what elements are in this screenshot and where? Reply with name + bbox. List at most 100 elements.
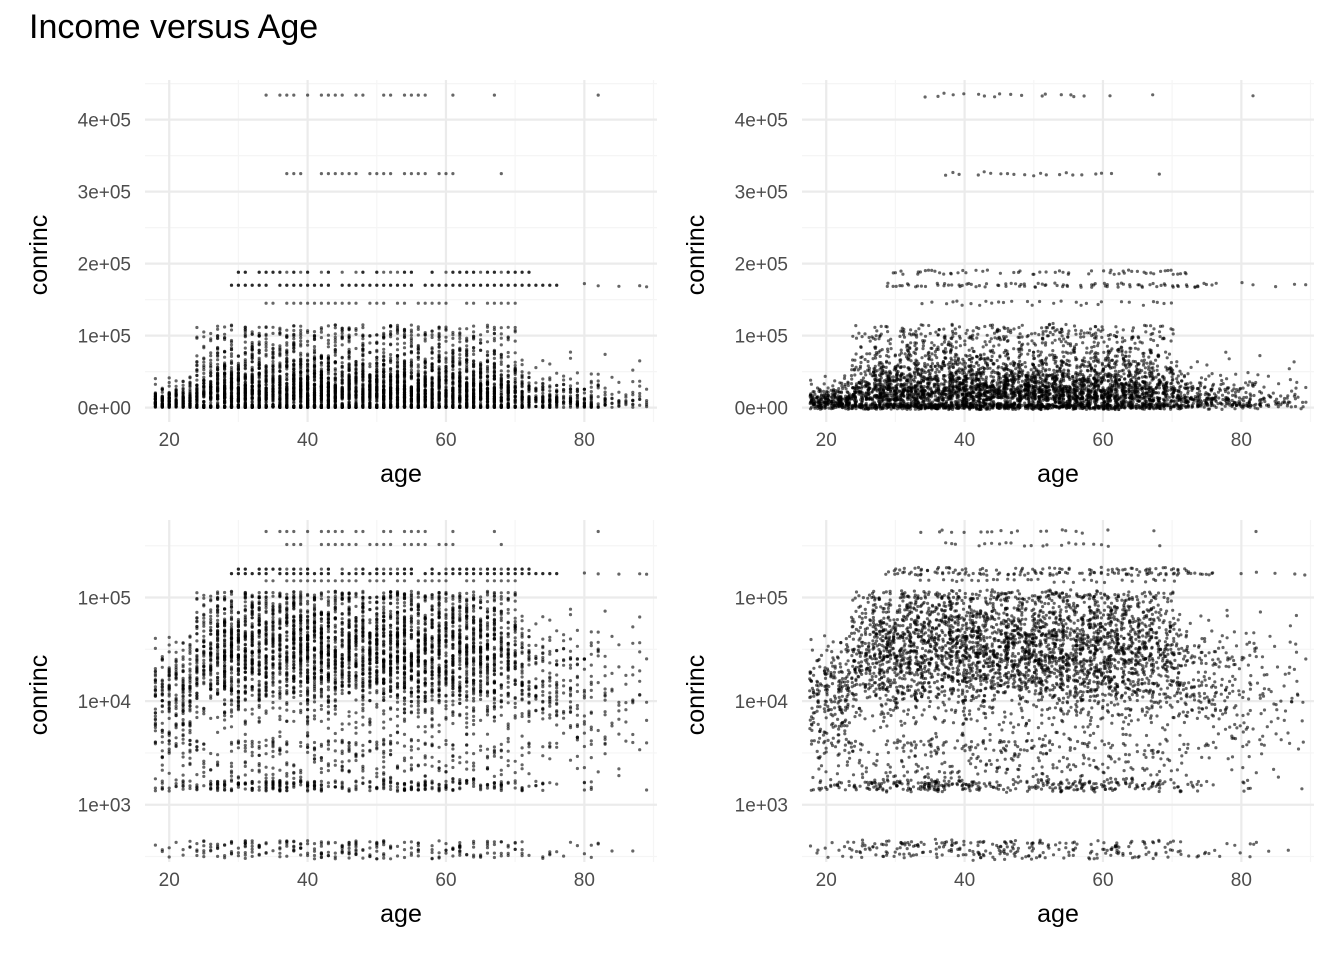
data-point — [265, 383, 268, 386]
data-point — [341, 404, 344, 407]
data-point — [417, 94, 420, 97]
data-point — [617, 391, 620, 394]
data-point — [334, 361, 337, 364]
data-point — [382, 348, 385, 351]
data-point — [285, 404, 288, 407]
data-point — [645, 401, 648, 404]
data-point — [645, 388, 648, 391]
data-point — [368, 388, 371, 391]
data-point — [258, 364, 261, 367]
data-point — [258, 374, 261, 377]
data-point — [216, 328, 219, 331]
data-point — [541, 405, 544, 408]
data-point — [285, 382, 288, 385]
data-point — [244, 347, 247, 350]
data-point — [417, 388, 420, 391]
data-point — [292, 378, 295, 381]
data-point — [223, 368, 226, 371]
data-point — [334, 354, 337, 357]
data-point — [327, 271, 330, 274]
data-point — [313, 284, 316, 287]
data-point — [341, 172, 344, 175]
data-point — [617, 405, 620, 408]
data-point — [382, 370, 385, 373]
data-point — [514, 377, 517, 380]
data-point — [410, 345, 413, 348]
data-point — [375, 271, 378, 274]
data-point — [334, 94, 337, 97]
data-point — [583, 405, 586, 408]
data-point — [493, 392, 496, 395]
data-point — [230, 343, 233, 346]
data-point — [278, 384, 281, 387]
data-point — [299, 383, 302, 386]
data-point — [576, 382, 579, 385]
data-point — [396, 392, 399, 395]
data-point — [458, 357, 461, 360]
data-point — [320, 361, 323, 364]
data-point — [458, 376, 461, 379]
data-point — [500, 379, 503, 382]
data-point — [472, 325, 475, 328]
data-point — [610, 402, 613, 405]
data-point — [202, 388, 205, 391]
data-point — [361, 344, 364, 347]
data-point — [403, 346, 406, 349]
data-point — [624, 393, 627, 396]
data-point — [396, 354, 399, 357]
data-point — [209, 354, 212, 357]
data-point — [244, 358, 247, 361]
data-point — [410, 406, 413, 409]
data-point — [188, 404, 191, 407]
data-point — [334, 369, 337, 372]
data-point — [562, 397, 565, 400]
data-point — [431, 346, 434, 349]
data-point — [458, 396, 461, 399]
data-point — [299, 284, 302, 287]
data-point — [514, 394, 517, 397]
data-point — [292, 284, 295, 287]
data-point — [382, 326, 385, 329]
data-point — [202, 368, 205, 371]
data-point — [527, 388, 530, 391]
data-point — [306, 364, 309, 367]
data-point — [548, 403, 551, 406]
data-point — [195, 392, 198, 395]
data-point — [486, 404, 489, 407]
data-point — [375, 349, 378, 352]
data-point — [168, 403, 171, 406]
data-point — [320, 370, 323, 373]
data-point — [202, 372, 205, 375]
data-point — [251, 385, 254, 388]
data-point — [320, 94, 323, 97]
data-point — [195, 326, 198, 329]
data-point — [292, 386, 295, 389]
data-point — [382, 351, 385, 354]
data-point — [548, 389, 551, 392]
data-point — [417, 381, 420, 384]
data-point — [230, 328, 233, 331]
data-point — [493, 382, 496, 385]
data-point — [451, 375, 454, 378]
data-point — [410, 94, 413, 97]
data-point — [410, 361, 413, 364]
data-point — [292, 337, 295, 340]
data-point — [361, 392, 364, 395]
data-point — [479, 349, 482, 352]
data-point — [327, 362, 330, 365]
data-point — [424, 372, 427, 375]
data-point — [299, 406, 302, 409]
data-point — [465, 349, 468, 352]
data-point — [438, 359, 441, 362]
data-point — [251, 406, 254, 409]
data-point — [354, 382, 357, 385]
data-point — [265, 271, 268, 274]
data-point — [237, 378, 240, 381]
data-point — [576, 396, 579, 399]
data-point — [417, 356, 420, 359]
data-point — [451, 360, 454, 363]
data-point — [521, 384, 524, 387]
data-point — [251, 368, 254, 371]
data-point — [375, 356, 378, 359]
data-point — [195, 368, 198, 371]
